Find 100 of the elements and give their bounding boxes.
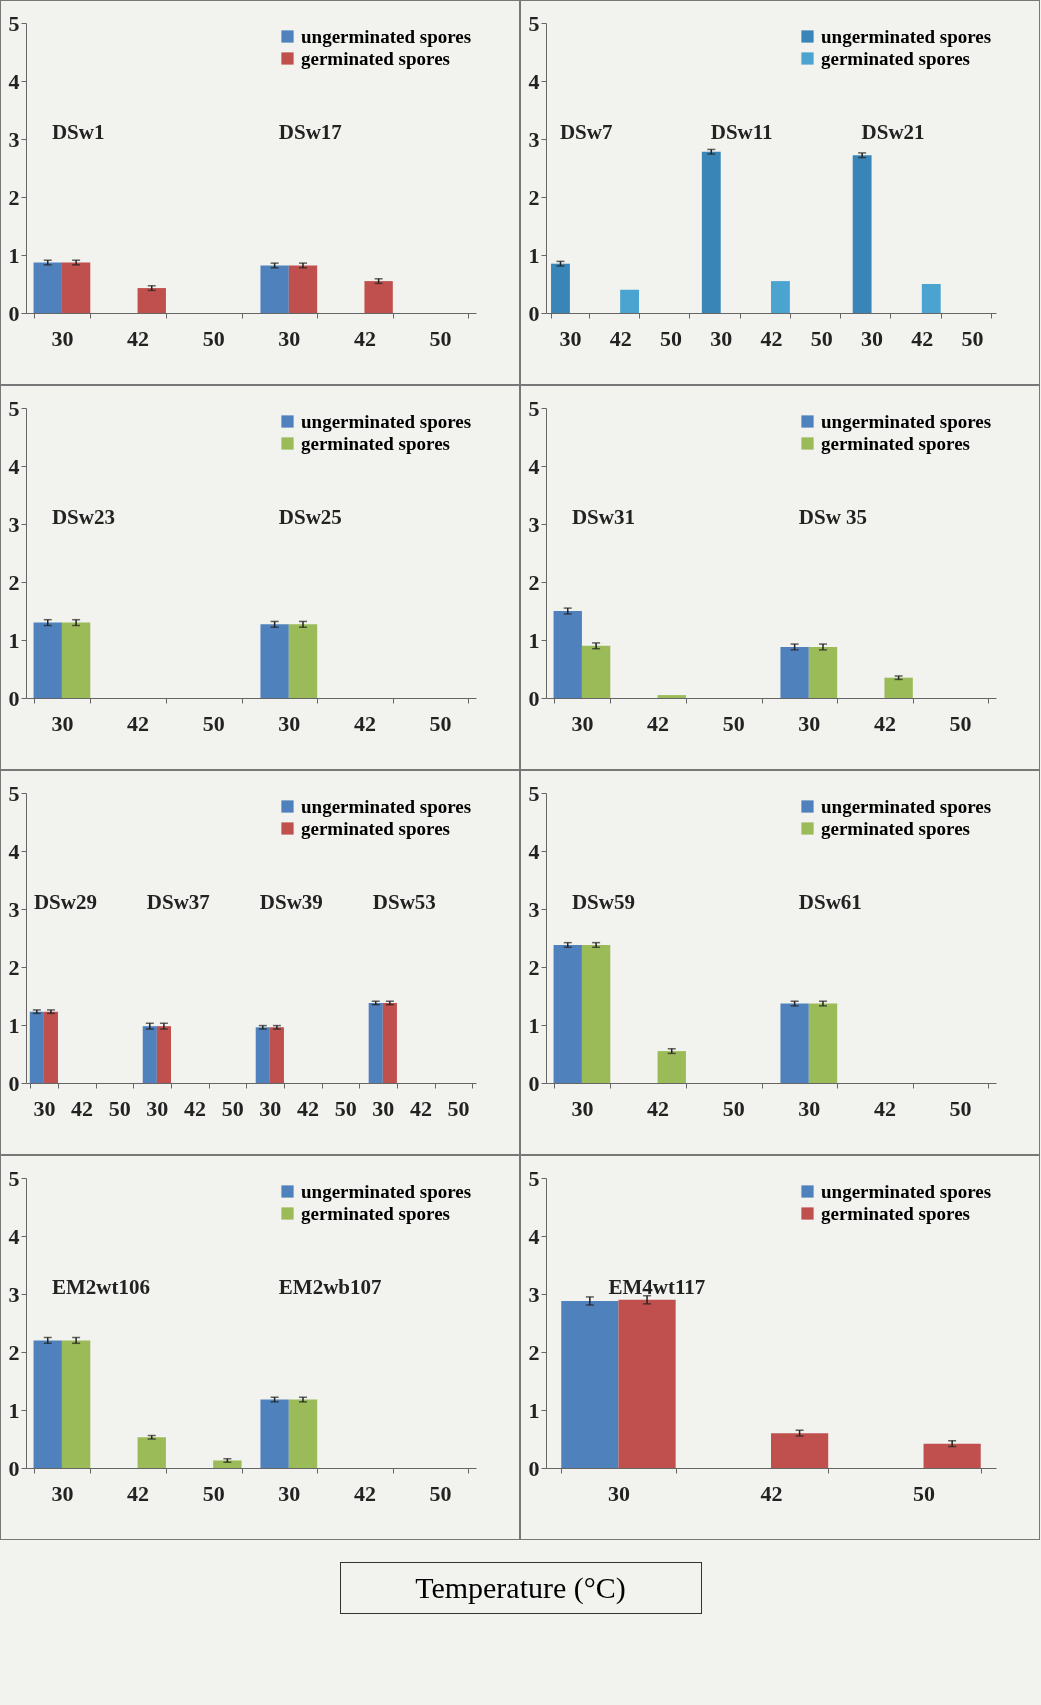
legend-label: ungerminated spores xyxy=(301,1180,472,1202)
y-tick-label: 0 xyxy=(8,1070,20,1096)
bar xyxy=(701,151,721,313)
bar xyxy=(553,944,582,1083)
x-tick-label: 42 xyxy=(911,325,934,351)
annotation: DSw21 xyxy=(861,120,925,144)
y-tick-label: 2 xyxy=(8,954,20,980)
annotation: EM2wb107 xyxy=(278,1275,382,1299)
y-tick-label: 0 xyxy=(528,685,540,711)
x-tick-label: 50 xyxy=(202,1480,225,1506)
x-tick-label: 50 xyxy=(429,1480,452,1506)
bar xyxy=(260,1399,289,1468)
y-tick-label: 1 xyxy=(528,242,540,268)
x-tick-label: 42 xyxy=(296,1095,319,1121)
annotation: DSw59 xyxy=(571,890,635,914)
bar xyxy=(780,646,809,698)
y-tick-label: 4 xyxy=(8,68,20,94)
x-tick-label: 30 xyxy=(798,1095,821,1121)
y-tick-label: 2 xyxy=(8,1339,20,1365)
bar xyxy=(923,1443,981,1468)
bar xyxy=(771,281,790,313)
x-tick-label: 50 xyxy=(429,325,452,351)
y-tick-label: 0 xyxy=(528,300,540,326)
y-tick-label: 2 xyxy=(528,569,540,595)
x-tick-label: 30 xyxy=(51,325,74,351)
y-tick-label: 3 xyxy=(8,1281,20,1307)
annotation: DSw11 xyxy=(710,120,773,144)
x-tick-label: 30 xyxy=(559,325,582,351)
bar xyxy=(771,1433,829,1468)
x-tick-label: 30 xyxy=(259,1095,282,1121)
bar xyxy=(657,1051,686,1083)
x-tick-label: 50 xyxy=(429,710,452,736)
bar xyxy=(581,645,611,698)
x-tick-label: 50 xyxy=(108,1095,131,1121)
y-tick-label: 0 xyxy=(8,300,20,326)
y-tick-label: 1 xyxy=(8,627,20,653)
bar xyxy=(921,284,941,313)
y-tick-label: 4 xyxy=(528,838,540,864)
x-tick-label: 42 xyxy=(873,710,896,736)
y-tick-label: 3 xyxy=(8,896,20,922)
y-tick-label: 1 xyxy=(8,1397,20,1423)
y-tick-label: 0 xyxy=(8,1455,20,1481)
bar xyxy=(852,155,872,313)
y-tick-label: 3 xyxy=(8,126,20,152)
x-tick-label: 30 xyxy=(571,1095,594,1121)
bar xyxy=(618,1299,676,1468)
y-tick-label: 4 xyxy=(8,453,20,479)
x-tick-label: 42 xyxy=(127,325,150,351)
legend-label: germinated spores xyxy=(821,817,970,839)
annotation: DSw25 xyxy=(278,505,342,529)
x-tick-label: 30 xyxy=(372,1095,395,1121)
bar xyxy=(288,1399,318,1468)
legend-label: germinated spores xyxy=(301,432,450,454)
x-tick-label: 30 xyxy=(571,710,594,736)
x-tick-label: 30 xyxy=(278,1480,301,1506)
y-tick-label: 5 xyxy=(528,395,540,421)
y-tick-label: 0 xyxy=(8,685,20,711)
x-tick-label: 42 xyxy=(353,1480,376,1506)
x-tick-label: 42 xyxy=(127,1480,150,1506)
y-tick-label: 4 xyxy=(8,1223,20,1249)
legend-label: germinated spores xyxy=(821,1202,970,1224)
legend-label: ungerminated spores xyxy=(301,410,472,432)
y-tick-label: 2 xyxy=(8,184,20,210)
bar xyxy=(581,944,611,1083)
x-tick-label: 42 xyxy=(873,1095,896,1121)
annotation: DSw23 xyxy=(51,505,115,529)
annotation: DSw31 xyxy=(571,505,635,529)
bar xyxy=(657,695,686,698)
x-tick-label: 42 xyxy=(127,710,150,736)
bar xyxy=(808,646,838,698)
bar xyxy=(213,1460,242,1468)
x-tick-label: 42 xyxy=(647,1095,670,1121)
bar xyxy=(561,1300,619,1468)
legend-label: germinated spores xyxy=(821,47,970,69)
x-tick-label: 30 xyxy=(607,1480,630,1506)
bar xyxy=(808,1003,838,1083)
x-tick-label: 42 xyxy=(409,1095,432,1121)
y-tick-label: 2 xyxy=(528,1339,540,1365)
x-tick-label: 50 xyxy=(722,1095,745,1121)
y-tick-label: 0 xyxy=(528,1070,540,1096)
y-tick-label: 2 xyxy=(528,184,540,210)
legend-label: germinated spores xyxy=(821,432,970,454)
x-tick-label: 50 xyxy=(659,325,682,351)
x-tick-label: 50 xyxy=(334,1095,357,1121)
x-tick-label: 42 xyxy=(353,325,376,351)
annotation: DSw29 xyxy=(33,890,97,914)
y-tick-label: 5 xyxy=(8,1165,20,1191)
bar xyxy=(780,1003,809,1083)
legend-label: ungerminated spores xyxy=(301,795,472,817)
y-tick-label: 3 xyxy=(528,1281,540,1307)
x-tick-label: 50 xyxy=(221,1095,244,1121)
y-tick-label: 3 xyxy=(8,511,20,537)
y-tick-label: 4 xyxy=(528,68,540,94)
x-tick-label: 30 xyxy=(861,325,884,351)
annotation: DSw1 xyxy=(51,120,105,144)
x-tick-label: 50 xyxy=(447,1095,470,1121)
x-tick-label: 50 xyxy=(961,325,984,351)
legend-label: ungerminated spores xyxy=(301,25,472,47)
legend-label: ungerminated spores xyxy=(821,795,992,817)
x-tick-label: 30 xyxy=(798,710,821,736)
